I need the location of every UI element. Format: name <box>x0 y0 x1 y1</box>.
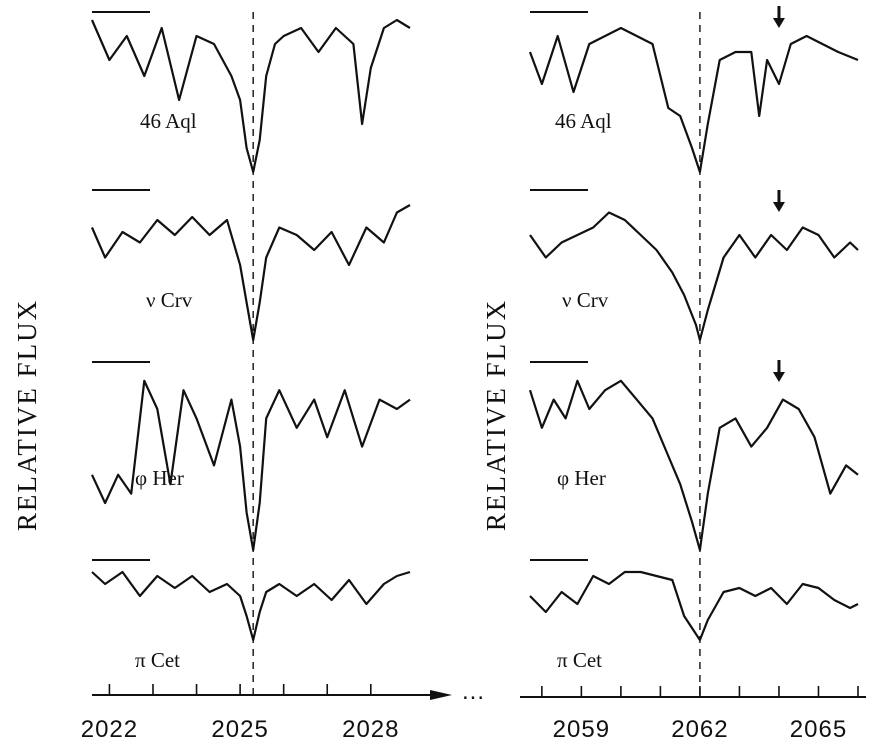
left-x-tick-labels: 2022 2025 2028 <box>81 716 399 743</box>
right-spectra-panel: RELATIVE FLUX 46 Aql ν Crv φ Her π Cet 2… <box>481 6 866 743</box>
star-label-46-aql: 46 Aql <box>140 109 197 133</box>
axis-arrow-head <box>430 690 452 700</box>
right-y-axis-label: RELATIVE FLUX <box>481 299 511 531</box>
axis-break-dots: ... <box>462 678 485 705</box>
left-spectrum-line-1 <box>90 18 411 174</box>
star-label-phi-her: φ Her <box>135 466 184 490</box>
arrow-head-1 <box>772 18 785 28</box>
star-label-pi-cet: π Cet <box>557 648 602 672</box>
left-x-ticks <box>108 684 372 695</box>
right-x-tick-labels: 2059 2062 2065 <box>553 716 847 743</box>
left-spectrum-line-4 <box>91 570 411 642</box>
left-star-labels: 46 Aql ν Crv φ Her π Cet <box>135 109 197 672</box>
right-spectrum-line-3 <box>528 379 859 552</box>
star-label-phi-her: φ Her <box>557 466 606 490</box>
left-y-axis-label: RELATIVE FLUX <box>12 299 42 531</box>
right-series-group <box>528 11 859 642</box>
arrow-head-3 <box>772 372 785 382</box>
left-x-tick-label: 2022 <box>81 716 138 743</box>
right-x-tick-label: 2065 <box>790 716 847 743</box>
left-spectrum-line-2 <box>90 204 411 342</box>
star-label-46-aql: 46 Aql <box>555 109 612 133</box>
left-spectra-panel: RELATIVE FLUX 46 Aql ν Crv φ Her π Cet .… <box>12 11 485 743</box>
right-x-tick-label: 2062 <box>671 716 728 743</box>
arrow-head-2 <box>772 202 785 212</box>
left-series-group <box>90 11 411 642</box>
right-spectrum-line-2 <box>529 211 859 342</box>
star-label-nu-crv: ν Crv <box>562 288 609 312</box>
star-label-nu-crv: ν Crv <box>146 288 193 312</box>
right-x-tick-label: 2059 <box>553 716 610 743</box>
right-star-labels: 46 Aql ν Crv φ Her π Cet <box>555 109 612 672</box>
right-arrow-markers <box>772 6 785 382</box>
right-x-ticks <box>541 686 859 697</box>
left-spectrum-line-3 <box>91 379 411 552</box>
left-x-tick-label: 2028 <box>342 716 399 743</box>
right-spectrum-line-4 <box>529 570 859 642</box>
left-x-tick-label: 2025 <box>211 716 268 743</box>
right-spectrum-line-1 <box>528 26 859 174</box>
star-label-pi-cet: π Cet <box>135 648 180 672</box>
